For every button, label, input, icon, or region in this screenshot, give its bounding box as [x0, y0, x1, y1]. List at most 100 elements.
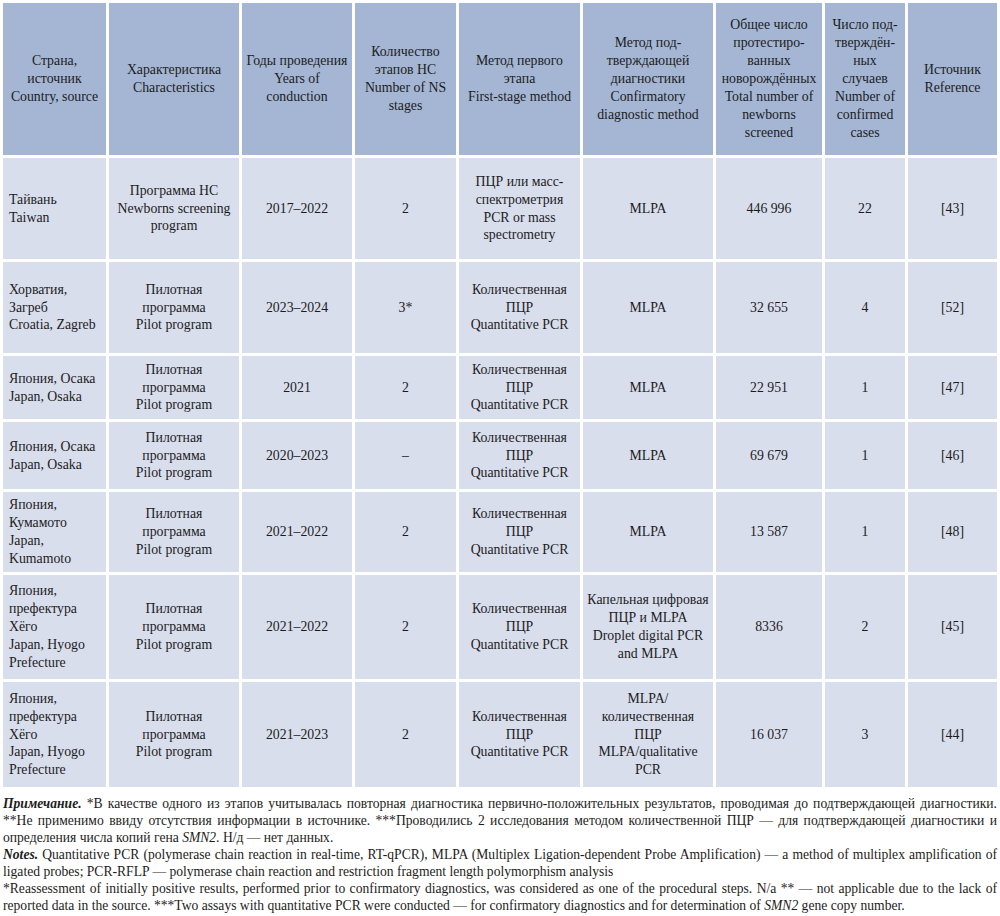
table-row: ТайваньTaiwan Программа НСNewborns scree… — [3, 158, 997, 259]
cell-first-method: Количественная ПЦРQuantitative PCR — [459, 682, 580, 787]
header-label-en: Years of conduction — [246, 70, 348, 106]
cell-country: Япония, ОсакаJapan, Osaka — [3, 356, 106, 419]
header-cell-confirmatory-method: Метод под­тверждающей диагностикиConfirm… — [583, 3, 713, 155]
cell-country: Япония, префектура ХёгоJapan, Hyogo Pref… — [3, 575, 106, 679]
header-cell-newborns-screened: Общее число протестиро­ванных новорождён… — [716, 3, 822, 155]
cell-newborns-screened: 446 996 — [716, 158, 822, 259]
header-label-en: Confirmatory diagnostic method — [587, 88, 709, 124]
cell-confirmed-cases: 1 — [825, 356, 905, 419]
cell-country: Хорватия, ЗагребCroatia, Zagreb — [3, 262, 106, 353]
cell-years: 2021–2023 — [242, 682, 352, 787]
note-russian: Примечание. *В качестве одного из этапов… — [3, 795, 997, 846]
header-cell-years: Годы проведенияYears of conduction — [242, 3, 352, 155]
cell-confirmatory-method: MLPA — [583, 262, 713, 353]
cell-reference: [46] — [908, 422, 997, 489]
header-label-ru: Метод первого этапа — [463, 52, 576, 88]
cell-newborns-screened: 16 037 — [716, 682, 822, 787]
cell-characteristic: Пилотная программаPilot program — [109, 422, 239, 489]
cell-stages: 3* — [355, 262, 456, 353]
header-label-en: Characteristics — [113, 79, 235, 97]
cell-first-method: Количественная ПЦРQuantitative PCR — [459, 262, 580, 353]
header-label-ru: Количество этапов НС — [359, 43, 452, 79]
cell-stages: 2 — [355, 356, 456, 419]
cell-confirmatory-method: MLPA — [583, 158, 713, 259]
cell-confirmatory-method: MLPA — [583, 356, 713, 419]
header-label-en: Number of confirmed cases — [829, 88, 901, 142]
cell-stages: – — [355, 422, 456, 489]
cell-country: ТайваньTaiwan — [3, 158, 106, 259]
header-label-en: Reference — [912, 79, 993, 97]
cell-stages: 2 — [355, 575, 456, 679]
cell-reference: [43] — [908, 158, 997, 259]
header-label-en: Total number of newborns screened — [720, 88, 818, 142]
cell-newborns-screened: 32 655 — [716, 262, 822, 353]
header-cell-reference: ИсточникReference — [908, 3, 997, 155]
cell-first-method: Количественная ПЦРQuantitative PCR — [459, 356, 580, 419]
cell-years: 2017–2022 — [242, 158, 352, 259]
table-row: Япония, КумамотоJapan, Kumamoto Пилотная… — [3, 492, 997, 572]
newborn-screening-table: Страна, источникCountry, source Характер… — [0, 0, 1000, 790]
cell-confirmatory-method: MLPA — [583, 422, 713, 489]
cell-characteristic: Пилотная программаPilot program — [109, 262, 239, 353]
cell-characteristic: Пилотная программаPilot program — [109, 356, 239, 419]
cell-newborns-screened: 13 587 — [716, 492, 822, 572]
cell-confirmed-cases: 4 — [825, 262, 905, 353]
cell-newborns-screened: 22 951 — [716, 356, 822, 419]
cell-first-method: Количественная ПЦРQuantitative PCR — [459, 422, 580, 489]
header-cell-confirmed-cases: Число под­тверждён­ных случаевNumber of … — [825, 3, 905, 155]
cell-characteristic: Пилотная программаPilot program — [109, 575, 239, 679]
cell-confirmed-cases: 22 — [825, 158, 905, 259]
cell-years: 2021–2022 — [242, 492, 352, 572]
cell-confirmed-cases: 1 — [825, 422, 905, 489]
header-label-ru: Метод под­тверждающей диагностики — [587, 34, 709, 88]
cell-reference: [48] — [908, 492, 997, 572]
header-label-en: Country, source — [7, 88, 102, 106]
cell-first-method: ПЦР или масс-спектро­метрияPCR or mass s… — [459, 158, 580, 259]
header-cell-country: Страна, источникCountry, source — [3, 3, 106, 155]
header-label-ru: Источник — [912, 61, 993, 79]
cell-years: 2021 — [242, 356, 352, 419]
table-row: Япония, префектура ХёгоJapan, Hyogo Pref… — [3, 682, 997, 787]
header-row: Страна, источникCountry, source Характер… — [3, 3, 997, 155]
header-cell-stages: Количество этапов НСNumber of NS stages — [355, 3, 456, 155]
paper-table-page: Страна, источникCountry, source Характер… — [0, 0, 1000, 914]
notes-section: Примечание. *В качестве одного из этапов… — [0, 795, 1000, 914]
note-english-footnotes: *Reassessment of initially positive resu… — [3, 880, 997, 914]
cell-reference: [44] — [908, 682, 997, 787]
cell-years: 2021–2022 — [242, 575, 352, 679]
header-label-ru: Страна, источник — [7, 52, 102, 88]
cell-first-method: Количественная ПЦРQuantitative PCR — [459, 492, 580, 572]
cell-stages: 2 — [355, 158, 456, 259]
cell-reference: [47] — [908, 356, 997, 419]
header-cell-first-method: Метод первого этапаFirst-stage method — [459, 3, 580, 155]
cell-stages: 2 — [355, 682, 456, 787]
cell-stages: 2 — [355, 492, 456, 572]
header-label-ru: Годы проведения — [246, 52, 348, 70]
note-english-definitions: Notes. Quantitative PCR (polymerase chai… — [3, 846, 997, 880]
cell-country: Япония, КумамотоJapan, Kumamoto — [3, 492, 106, 572]
header-label-ru: Общее число протестиро­ванных новорождён… — [720, 16, 818, 88]
header-label-ru: Характеристика — [113, 61, 235, 79]
header-cell-characteristic: ХарактеристикаCharacteristics — [109, 3, 239, 155]
cell-confirmatory-method: MLPA — [583, 492, 713, 572]
cell-characteristic: Пилотная программаPilot program — [109, 492, 239, 572]
cell-country: Япония, ОсакаJapan, Osaka — [3, 422, 106, 489]
cell-confirmatory-method: MLPA/количественная ПЦРMLPA/qualitative … — [583, 682, 713, 787]
cell-years: 2023–2024 — [242, 262, 352, 353]
header-label-ru: Число под­тверждён­ных случаев — [829, 16, 901, 88]
cell-years: 2020–2023 — [242, 422, 352, 489]
header-label-en: First-stage method — [463, 88, 576, 106]
table-row: Япония, ОсакаJapan, Osaka Пилотная прогр… — [3, 422, 997, 489]
table-row: Япония, префектура ХёгоJapan, Hyogo Pref… — [3, 575, 997, 679]
cell-newborns-screened: 8336 — [716, 575, 822, 679]
cell-characteristic: Программа НСNewborns screening program — [109, 158, 239, 259]
cell-confirmed-cases: 1 — [825, 492, 905, 572]
cell-characteristic: Пилотная программаPilot program — [109, 682, 239, 787]
table-row: Япония, ОсакаJapan, Osaka Пилотная прогр… — [3, 356, 997, 419]
cell-newborns-screened: 69 679 — [716, 422, 822, 489]
cell-confirmatory-method: Капельная цифровая ПЦР и MLPADroplet dig… — [583, 575, 713, 679]
cell-reference: [52] — [908, 262, 997, 353]
cell-confirmed-cases: 3 — [825, 682, 905, 787]
cell-confirmed-cases: 2 — [825, 575, 905, 679]
cell-first-method: Количественная ПЦРQuantitative PCR — [459, 575, 580, 679]
